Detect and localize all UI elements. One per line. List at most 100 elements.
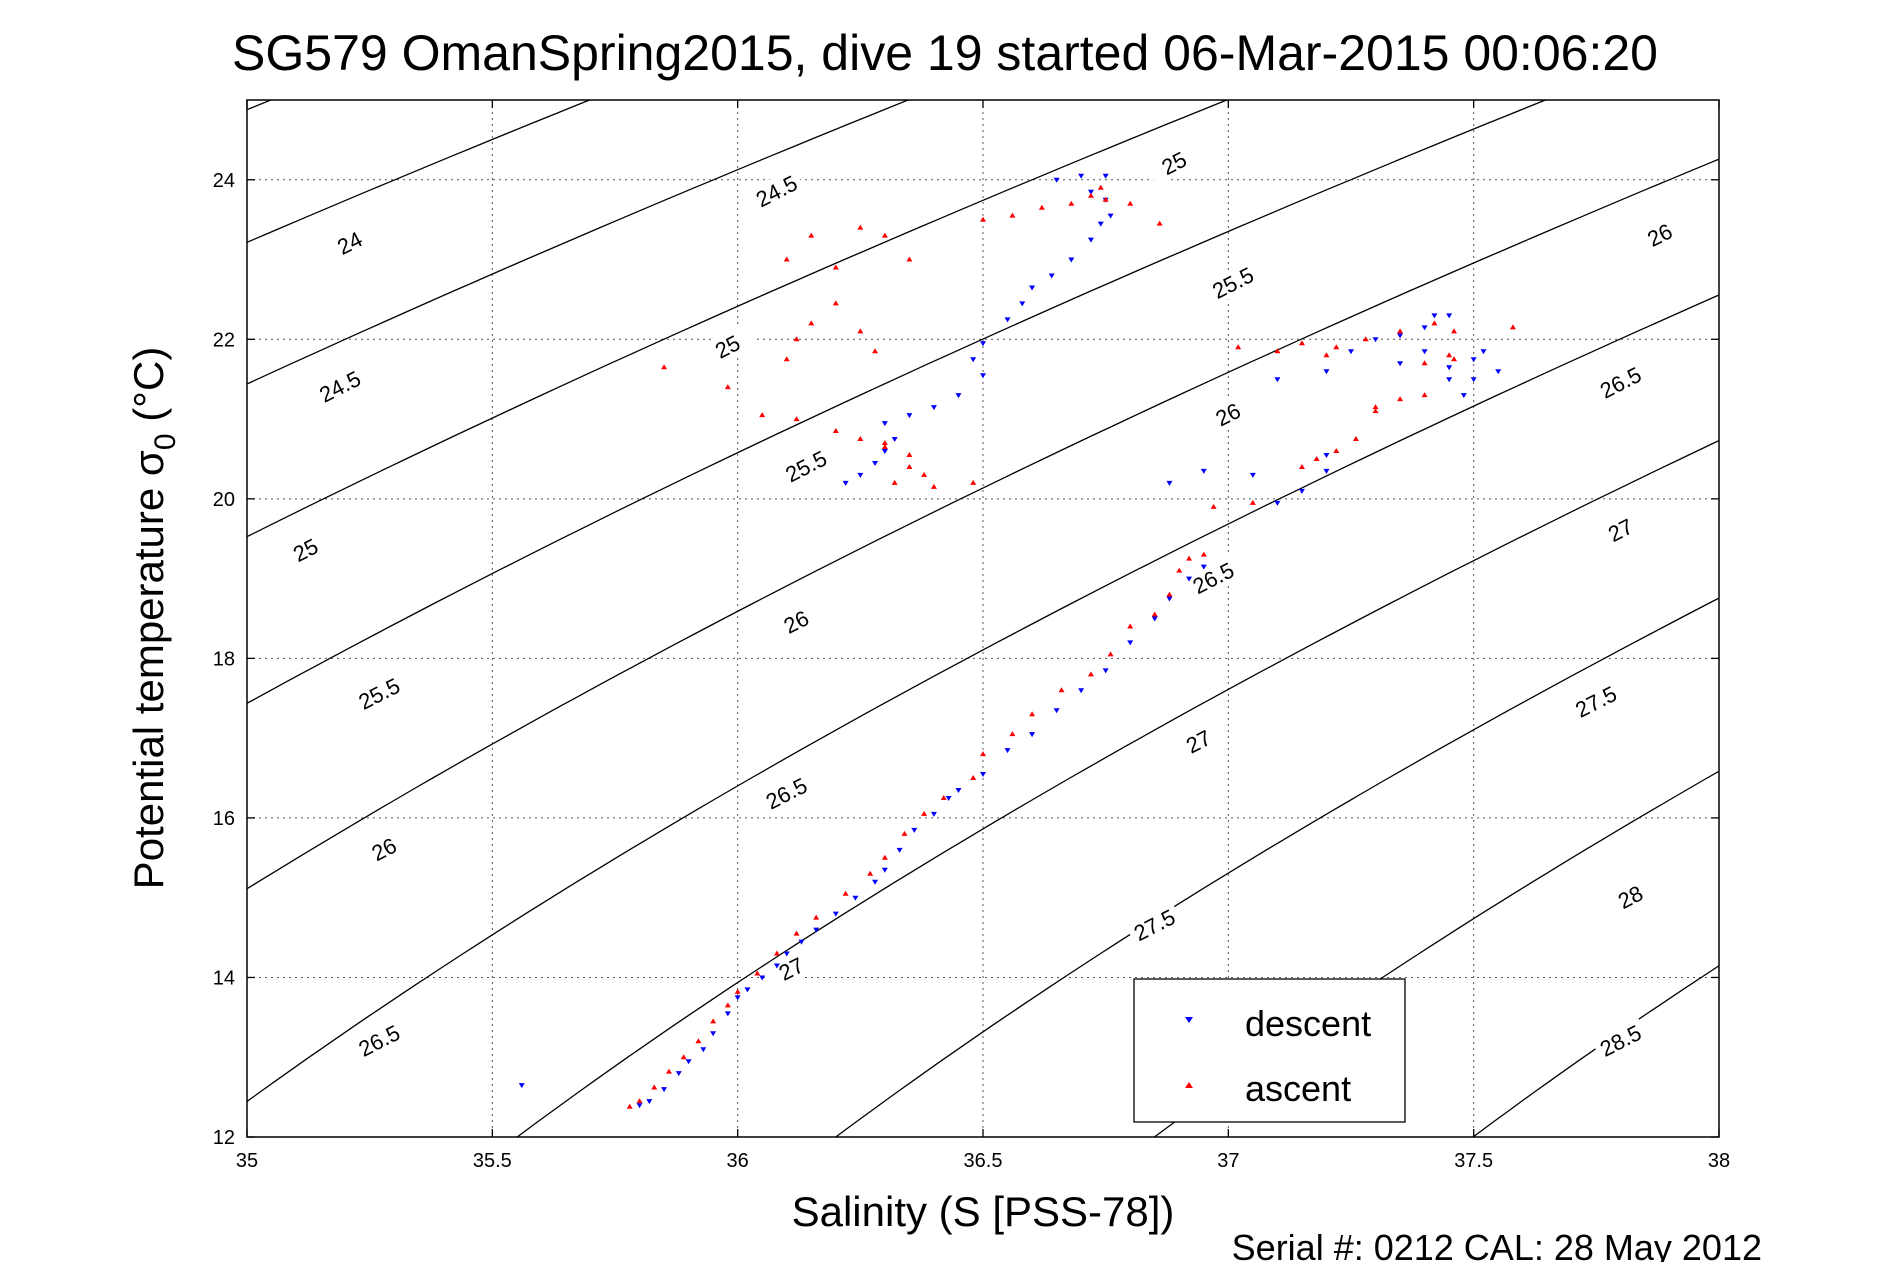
descent-point [1495, 369, 1502, 375]
descent-point [1470, 377, 1477, 383]
descent-point [842, 480, 849, 486]
ascent-point [930, 483, 937, 489]
ascent-point [1186, 555, 1193, 561]
ascent-point [1009, 212, 1016, 218]
contour-label-bg [310, 362, 369, 410]
plot-frame [246, 99, 1720, 1138]
contour-label-bg [354, 825, 414, 873]
density-contour [247, 100, 1548, 705]
ascent-point [1451, 356, 1458, 362]
legend: descent ascent [1133, 978, 1406, 1123]
ascent-point [651, 1084, 658, 1090]
descent-point [646, 1099, 653, 1105]
ascent-point [724, 1002, 731, 1008]
descent-point [1127, 640, 1134, 646]
descent-point [724, 1011, 731, 1017]
ascent-point [1313, 455, 1320, 461]
legend-box [1133, 978, 1406, 1123]
ascent-point [1235, 344, 1242, 350]
descent-point [1078, 173, 1085, 179]
ascent-point [857, 436, 864, 442]
y-tick-label: 24 [213, 170, 235, 192]
contour-label-bg [757, 769, 816, 817]
ascent-point [901, 830, 908, 836]
ascent-point [832, 300, 839, 306]
ascent-point [793, 336, 800, 342]
contour-label-bg [1184, 554, 1243, 602]
descent-point [1421, 349, 1428, 355]
descent-point [930, 811, 937, 817]
x-tick-label: 36 [727, 1150, 749, 1172]
descent-point [891, 437, 898, 443]
contour-label-bg [1591, 358, 1650, 406]
descent-point [685, 1059, 692, 1065]
y-tick-label: 16 [213, 808, 235, 830]
legend-descent-marker [1185, 1017, 1193, 1023]
descent-point [930, 405, 937, 411]
contour-label-bg [698, 323, 757, 370]
ascent-point [1421, 360, 1428, 366]
ascent-point [754, 970, 761, 976]
ascent-point [867, 870, 874, 876]
ascent-point [1151, 611, 1158, 617]
descent-point [1200, 564, 1207, 570]
ascent-point [842, 890, 849, 896]
descent-point [1431, 313, 1438, 319]
ascent-point [857, 328, 864, 334]
descent-point [783, 951, 790, 957]
ascent-point [1009, 731, 1016, 737]
descent-point [1004, 317, 1011, 323]
descent-point [710, 1031, 717, 1037]
contour-label-bg [1169, 717, 1228, 765]
descent-point [1048, 273, 1055, 279]
density-contour [516, 439, 1719, 1137]
contour-label-bg [349, 1016, 409, 1064]
ascent-point [1249, 499, 1256, 505]
contour-label-bg [276, 526, 335, 574]
y-axis-label-main: Potential temperature σ [125, 450, 172, 889]
descent-point [675, 1071, 682, 1077]
ascent-point [1372, 404, 1379, 410]
y-tick-label: 22 [213, 329, 235, 351]
ascent-point [832, 264, 839, 270]
descent-point [1029, 285, 1036, 291]
ascent-point [940, 794, 947, 800]
ascent-point [793, 930, 800, 936]
x-tick-label: 35.5 [473, 1150, 512, 1172]
descent-point [1470, 357, 1477, 363]
contour-label-bg [1198, 390, 1257, 438]
ascent-point [881, 854, 888, 860]
descent-point [881, 421, 888, 427]
descent-point [1446, 365, 1453, 371]
descent-point [1372, 337, 1379, 343]
ascent-point [783, 256, 790, 262]
y-axis-label: Potential temperature σ0 (°C) [125, 347, 182, 890]
contour-label-bg [776, 442, 835, 490]
ascent-point [1102, 196, 1109, 202]
descent-point [906, 413, 913, 419]
ascent-point [1029, 711, 1036, 717]
ascent-point [1397, 396, 1404, 402]
ascent-point [710, 1018, 717, 1024]
descent-point [955, 393, 962, 399]
y-axis-label-unit: (°C) [125, 347, 172, 434]
descent-point [798, 939, 805, 945]
ascent-point [1127, 200, 1134, 206]
x-tick-label: 35 [236, 1150, 258, 1172]
contour-label-bg [1125, 901, 1184, 949]
ascent-point [759, 412, 766, 418]
descent-point [1480, 349, 1487, 355]
ascent-point [680, 1054, 687, 1060]
descent-point [744, 987, 751, 993]
ascent-point [1421, 392, 1428, 398]
ascent-point [1333, 344, 1340, 350]
ascent-point [906, 256, 913, 262]
ascent-point [1087, 671, 1094, 677]
ascent-point [1323, 352, 1330, 358]
y-ticks: 12 14 16 18 20 22 24 [213, 170, 1719, 1149]
x-tick-label: 38 [1708, 1150, 1730, 1172]
descent-point [945, 795, 952, 801]
descent-point [1397, 361, 1404, 367]
descent-point [1107, 213, 1114, 219]
x-tick-label: 37 [1217, 1150, 1239, 1172]
